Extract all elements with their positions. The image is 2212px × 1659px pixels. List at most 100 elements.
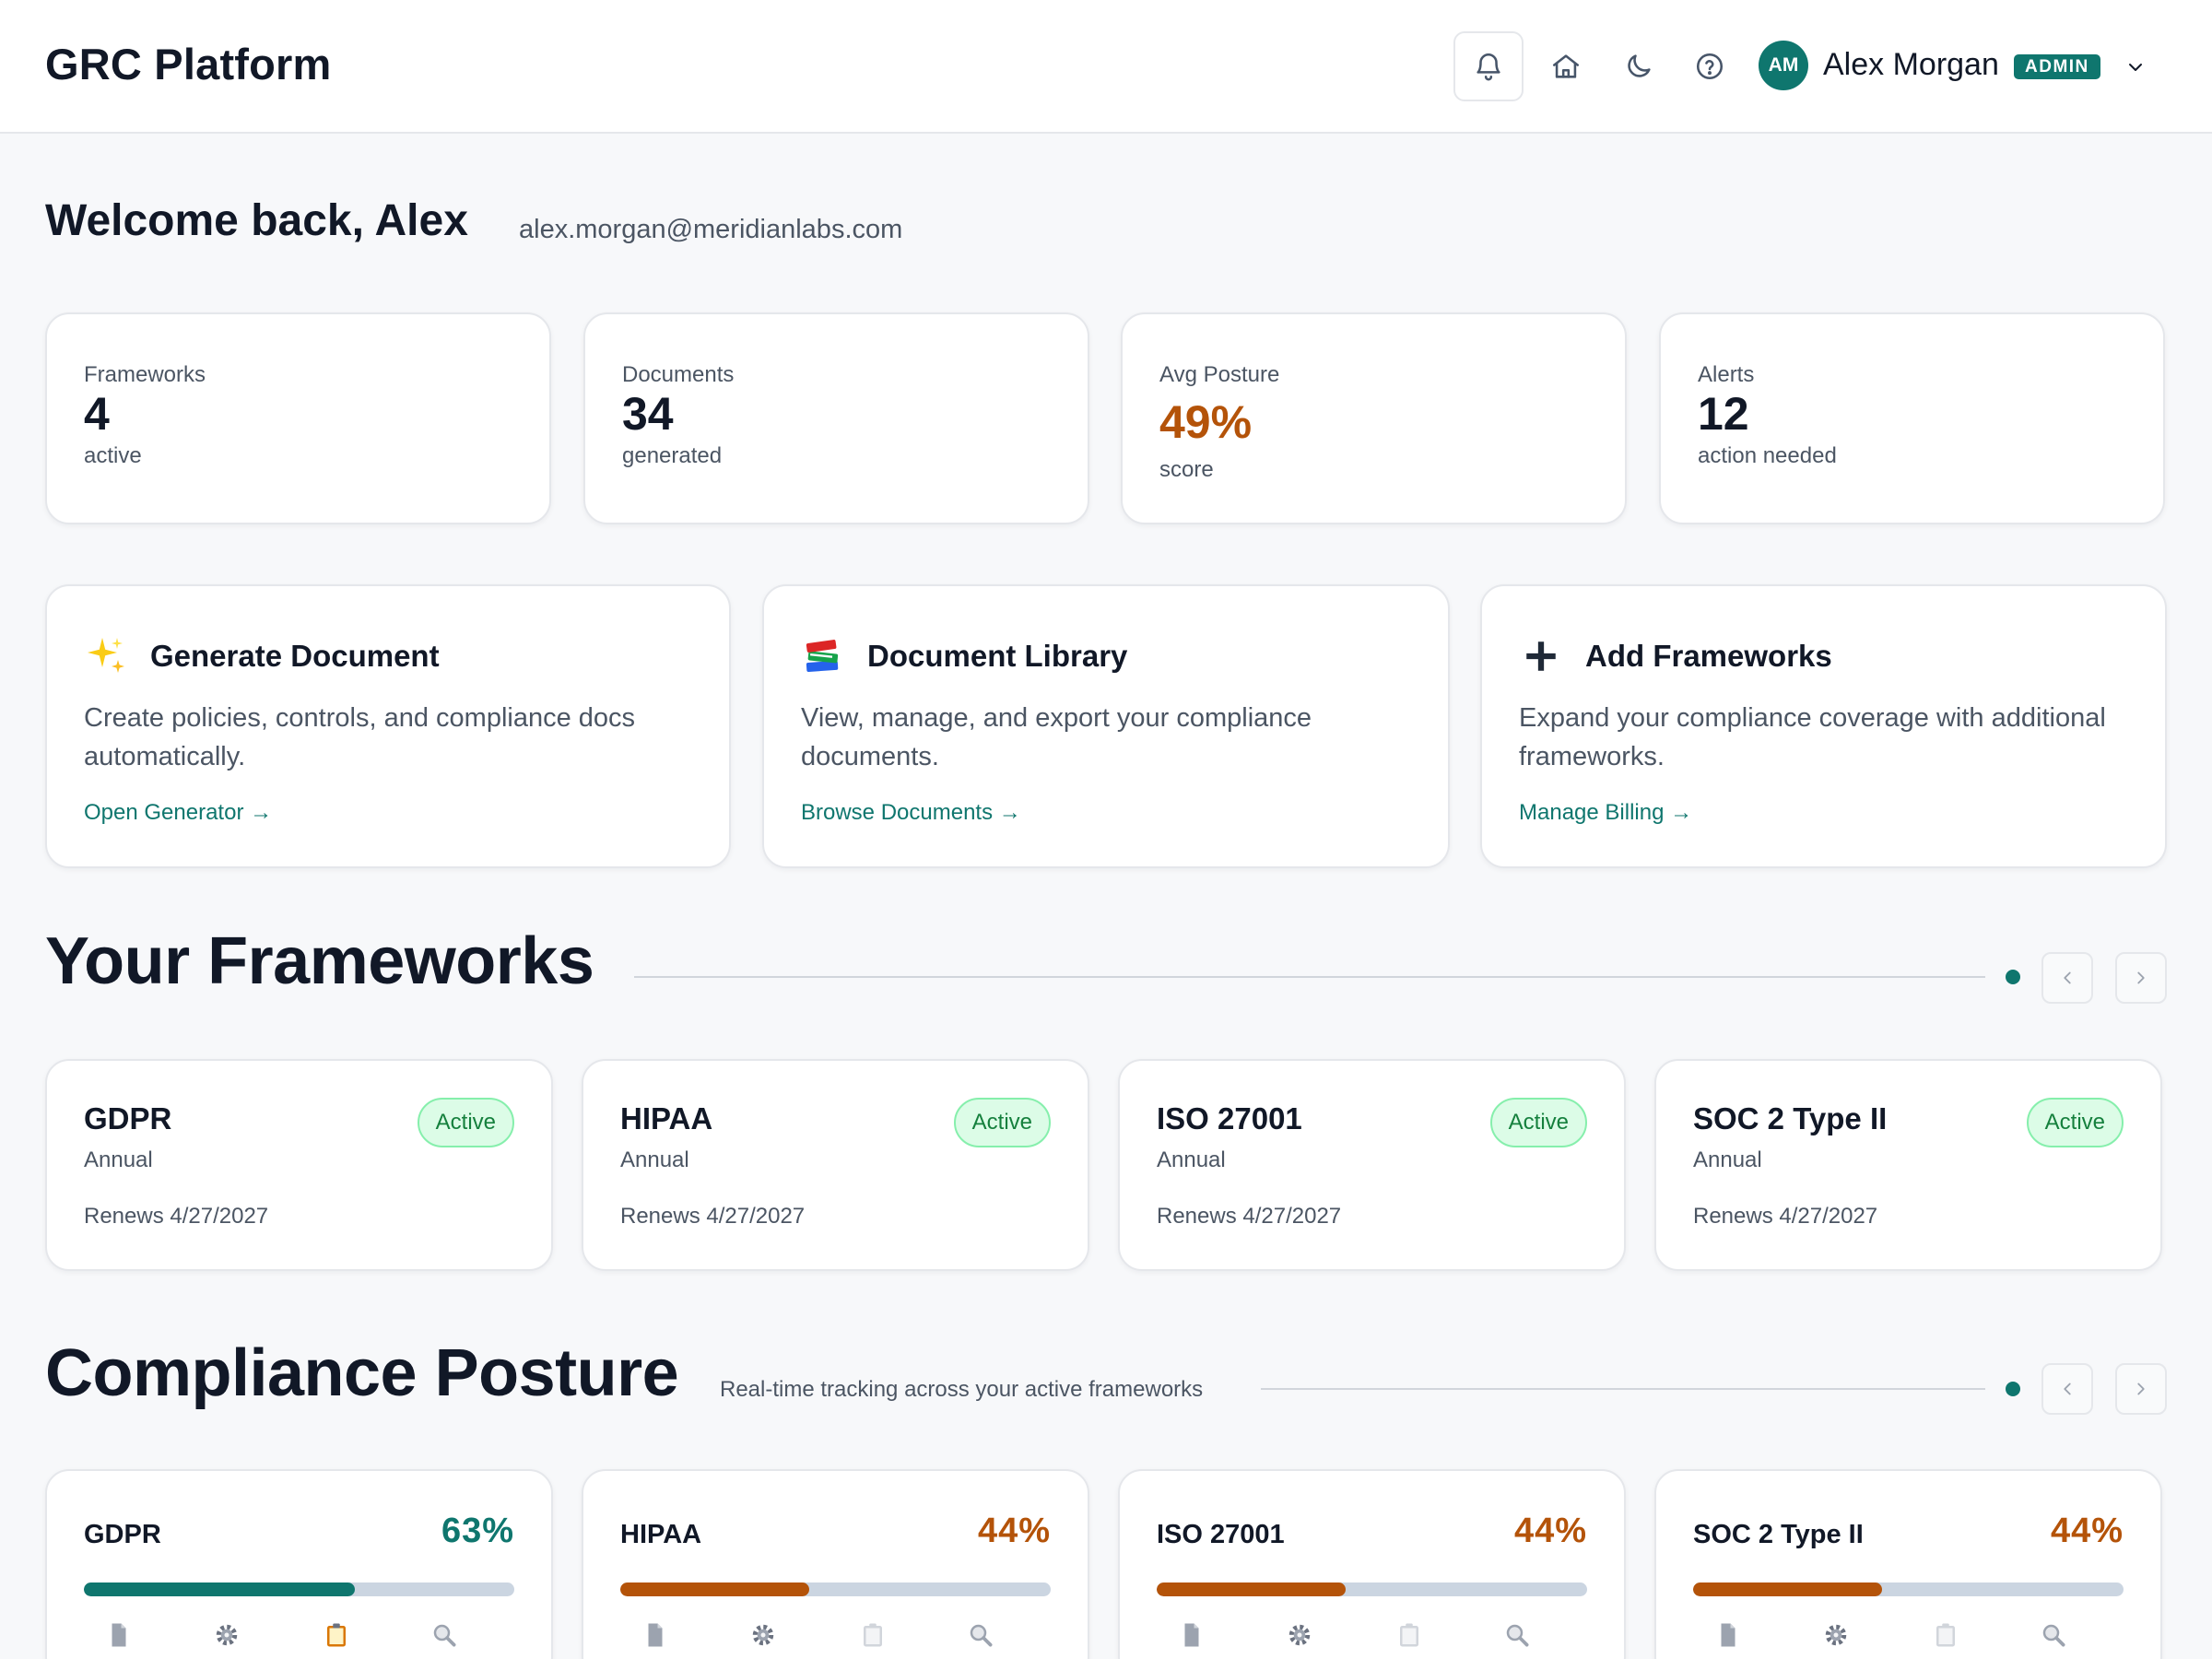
- posture-prev-button[interactable]: [2041, 1363, 2093, 1415]
- top-header: GRC Platform AM Alex Morgan ADMIN: [0, 0, 2212, 134]
- plus-icon: [1517, 632, 1565, 680]
- gear-icon: [747, 1618, 780, 1652]
- manage-billing-link[interactable]: Manage Billing →: [1519, 800, 1693, 825]
- books-icon: [799, 632, 847, 680]
- section-subtitle: Real-time tracking across your active fr…: [720, 1377, 1204, 1402]
- app-title: GRC Platform: [45, 40, 332, 88]
- user-name[interactable]: Alex Morgan: [1823, 47, 1999, 82]
- posture-card[interactable]: HIPAA 44%: [582, 1469, 1089, 1659]
- framework-cycle: Annual: [1693, 1147, 1762, 1172]
- magnifier-icon: [1500, 1618, 1534, 1652]
- action-description: Expand your compliance coverage with add…: [1519, 703, 2106, 771]
- stat-sub: score: [1159, 457, 1214, 482]
- stat-label: Frameworks: [84, 362, 206, 387]
- gear-icon: [1819, 1618, 1853, 1652]
- framework-card-soc2-type-ii[interactable]: SOC 2 Type II Annual Renews 4/27/2027 Ac…: [1654, 1059, 2162, 1271]
- posture-progress-fill: [1693, 1583, 1883, 1596]
- posture-progress-bar: [620, 1583, 1051, 1596]
- clipboard-icon: [856, 1618, 889, 1652]
- browse-documents-link[interactable]: Browse Documents →: [801, 800, 1021, 825]
- stat-card-avg-posture: Avg Posture 49% score: [1121, 312, 1627, 524]
- framework-renewal: Renews 4/27/2027: [84, 1204, 269, 1229]
- chevron-right-icon: [2137, 1382, 2145, 1395]
- framework-card-hipaa[interactable]: HIPAA Annual Renews 4/27/2027 Active: [582, 1059, 1089, 1271]
- framework-name: GDPR: [84, 1101, 172, 1135]
- posture-progress-fill: [620, 1583, 810, 1596]
- posture-icon-row: [1693, 1618, 2124, 1655]
- action-title: Generate Document: [150, 639, 440, 673]
- status-badge: Active: [1489, 1098, 1587, 1147]
- clipboard-icon: [1393, 1618, 1426, 1652]
- framework-card-gdpr[interactable]: GDPR Annual Renews 4/27/2027 Active: [45, 1059, 553, 1271]
- bell-icon: [1477, 53, 1500, 81]
- stat-sub: action needed: [1698, 443, 1837, 468]
- gear-icon: [210, 1618, 243, 1652]
- moon-icon: [1628, 54, 1651, 77]
- stat-card-frameworks: Frameworks 4 active: [45, 312, 551, 524]
- status-badge: Active: [953, 1098, 1051, 1147]
- framework-name: SOC 2 Type II: [1693, 1101, 1888, 1135]
- posture-percent: 44%: [2050, 1512, 2124, 1550]
- clipboard-icon: [320, 1618, 353, 1652]
- posture-percent: 44%: [1513, 1512, 1587, 1550]
- posture-card[interactable]: SOC 2 Type II 44%: [1654, 1469, 2162, 1659]
- posture-progress-fill: [1157, 1583, 1347, 1596]
- posture-card[interactable]: GDPR 63%: [45, 1469, 553, 1659]
- action-title: Add Frameworks: [1585, 639, 1832, 673]
- action-description: View, manage, and export your compliance…: [801, 703, 1312, 771]
- theme-toggle-button[interactable]: [1604, 31, 1674, 101]
- stat-card-alerts: Alerts 12 action needed: [1659, 312, 2165, 524]
- section-divider: [634, 976, 1985, 978]
- framework-name: HIPAA: [620, 1101, 713, 1135]
- stat-value: 12: [1698, 388, 1749, 440]
- stat-sub: generated: [622, 443, 723, 468]
- chevron-down-icon: [2129, 64, 2142, 71]
- posture-next-button[interactable]: [2115, 1363, 2167, 1415]
- home-button[interactable]: [1531, 31, 1601, 101]
- frameworks-next-button[interactable]: [2115, 952, 2167, 1004]
- framework-renewal: Renews 4/27/2027: [620, 1204, 806, 1229]
- section-title-frameworks: Your Frameworks: [45, 924, 594, 998]
- posture-icon-row: [84, 1618, 514, 1655]
- frameworks-prev-button[interactable]: [2041, 952, 2093, 1004]
- posture-percent: 63%: [441, 1512, 514, 1550]
- document-icon: [1175, 1618, 1208, 1652]
- framework-cycle: Annual: [620, 1147, 689, 1172]
- notifications-button[interactable]: [1453, 31, 1524, 101]
- framework-card-iso-27001[interactable]: ISO 27001 Annual Renews 4/27/2027 Active: [1118, 1059, 1626, 1271]
- posture-framework-name: HIPAA: [620, 1520, 702, 1549]
- posture-card[interactable]: ISO 27001 44%: [1118, 1469, 1626, 1659]
- user-email: alex.morgan@meridianlabs.com: [519, 215, 903, 244]
- document-icon: [102, 1618, 135, 1652]
- user-menu-toggle[interactable]: [2122, 53, 2149, 81]
- magnifier-icon: [428, 1618, 461, 1652]
- stat-value: 4: [84, 388, 110, 440]
- stat-value: 34: [622, 388, 674, 440]
- help-button[interactable]: [1675, 31, 1745, 101]
- posture-percent: 44%: [977, 1512, 1051, 1550]
- framework-name: ISO 27001: [1157, 1101, 1302, 1135]
- status-badge: Active: [2026, 1098, 2124, 1147]
- home-icon: [1552, 54, 1580, 78]
- posture-framework-name: SOC 2 Type II: [1693, 1520, 1864, 1549]
- clipboard-icon: [1929, 1618, 1962, 1652]
- stat-label: Alerts: [1698, 362, 1755, 387]
- posture-progress-fill: [84, 1583, 356, 1596]
- pager-dot[interactable]: [2006, 1382, 2020, 1396]
- posture-framework-name: ISO 27001: [1157, 1520, 1285, 1549]
- avatar[interactable]: AM: [1759, 41, 1808, 90]
- section-divider: [1261, 1388, 1985, 1390]
- posture-framework-name: GDPR: [84, 1520, 161, 1549]
- magnifier-icon: [964, 1618, 997, 1652]
- chevron-right-icon: [2137, 971, 2145, 984]
- pager-dot[interactable]: [2006, 970, 2020, 984]
- action-card-generate-document[interactable]: Generate Document Create policies, contr…: [45, 584, 731, 868]
- action-title: Document Library: [867, 639, 1128, 673]
- posture-progress-bar: [84, 1583, 514, 1596]
- sparkles-icon: [82, 632, 130, 680]
- status-badge: Active: [417, 1098, 514, 1147]
- action-card-document-library[interactable]: Document Library View, manage, and expor…: [762, 584, 1450, 868]
- action-card-add-frameworks[interactable]: Add Frameworks Expand your compliance co…: [1480, 584, 2167, 868]
- stat-card-documents: Documents 34 generated: [583, 312, 1089, 524]
- open-generator-link[interactable]: Open Generator →: [84, 800, 273, 825]
